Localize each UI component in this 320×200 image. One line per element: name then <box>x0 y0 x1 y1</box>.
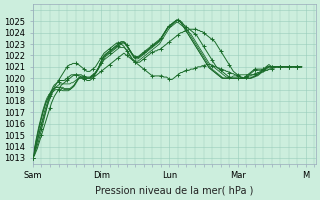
X-axis label: Pression niveau de la mer( hPa ): Pression niveau de la mer( hPa ) <box>95 186 253 196</box>
